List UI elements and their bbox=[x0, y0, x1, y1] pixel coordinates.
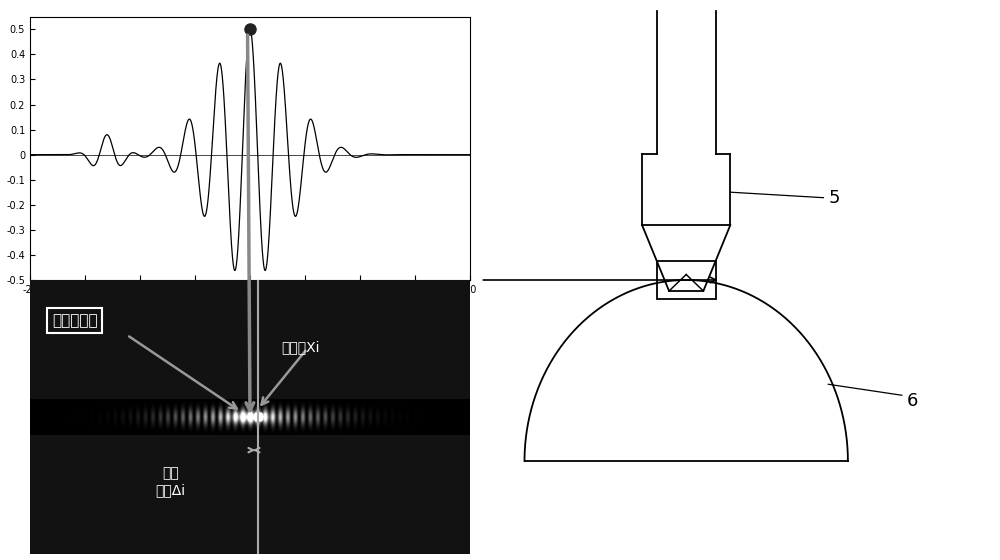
Text: 定位
偏差Δi: 定位 偏差Δi bbox=[156, 466, 186, 497]
Bar bbox=[657, 261, 716, 299]
Text: 5: 5 bbox=[828, 189, 840, 207]
Text: 干涉相干峰: 干涉相干峰 bbox=[52, 313, 98, 328]
Text: 6: 6 bbox=[907, 392, 918, 410]
Text: 参考点Xi: 参考点Xi bbox=[281, 340, 319, 354]
